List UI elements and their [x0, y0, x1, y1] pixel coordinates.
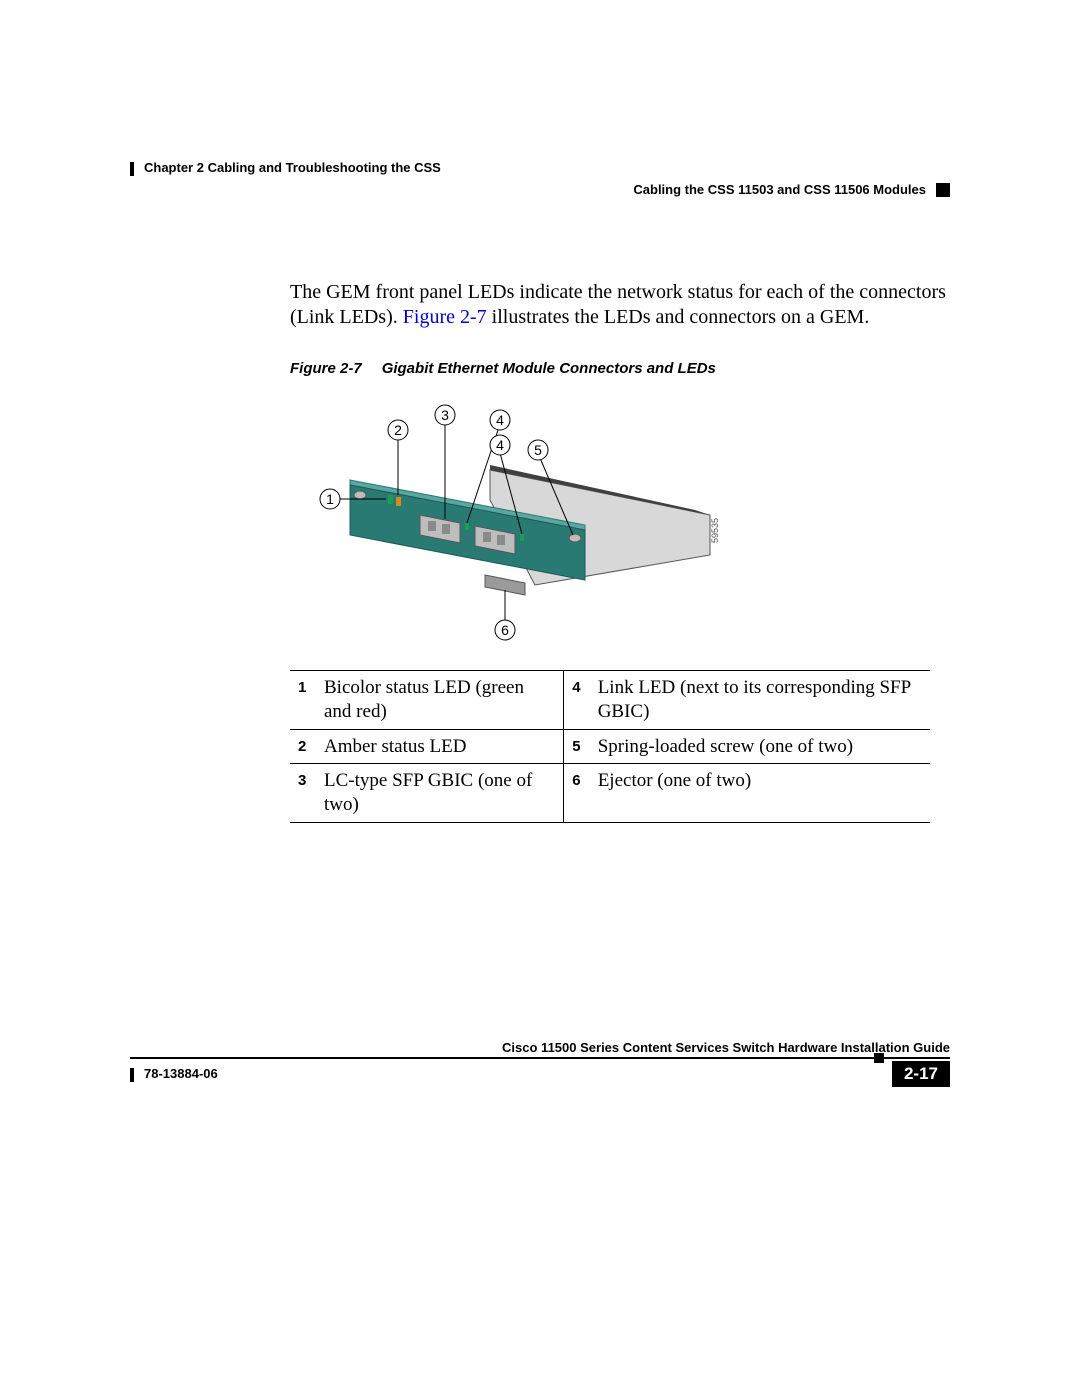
footer-guide-title: Cisco 11500 Series Content Services Swit… — [130, 1040, 950, 1055]
callout-5: 5 — [534, 442, 542, 458]
legend-num: 6 — [564, 764, 590, 823]
figure-number: Figure 2-7 — [290, 360, 362, 377]
legend-text: Ejector (one of two) — [590, 764, 930, 823]
legend-text: Spring-loaded screw (one of two) — [590, 729, 930, 764]
figure-title: Gigabit Ethernet Module Connectors and L… — [382, 360, 716, 377]
footer-bar-icon — [130, 1068, 134, 1082]
chapter-header: Chapter 2 Cabling and Troubleshooting th… — [130, 160, 950, 176]
page-content: Chapter 2 Cabling and Troubleshooting th… — [130, 160, 950, 823]
led-bicolor — [388, 495, 393, 504]
callout-1: 1 — [326, 491, 334, 507]
legend-num: 2 — [290, 729, 316, 764]
table-row: 2 Amber status LED 5 Spring-loaded screw… — [290, 729, 930, 764]
figure-diagram: 1 2 3 4 4 — [310, 395, 950, 660]
legend-text: Amber status LED — [316, 729, 564, 764]
callout-4b: 4 — [496, 437, 504, 453]
legend-num: 4 — [564, 671, 590, 730]
link-led-2 — [520, 534, 524, 541]
legend-text: Link LED (next to its corresponding SFP … — [590, 671, 930, 730]
callout-4a: 4 — [496, 412, 504, 428]
footer-docnum: 78-13884-06 — [130, 1066, 218, 1082]
body-content: The GEM front panel LEDs indicate the ne… — [290, 280, 950, 823]
header-bar-icon — [130, 162, 134, 176]
running-header: Chapter 2 Cabling and Troubleshooting th… — [130, 160, 950, 200]
footer-rule — [130, 1057, 950, 1059]
figure-caption: Figure 2-7 Gigabit Ethernet Module Connec… — [290, 360, 950, 377]
callout-6: 6 — [501, 622, 509, 638]
link-led-1 — [465, 523, 469, 530]
legend-num: 5 — [564, 729, 590, 764]
para-post: illustrates the LEDs and connectors on a… — [487, 306, 870, 328]
led-amber — [396, 497, 401, 506]
footer-bottom: 78-13884-06 2-17 — [130, 1061, 950, 1087]
chapter-text: Chapter 2 Cabling and Troubleshooting th… — [144, 160, 441, 175]
section-text: Cabling the CSS 11503 and CSS 11506 Modu… — [633, 182, 926, 197]
figure-ref-id: 59535 — [710, 518, 720, 543]
page-number: 2-17 — [892, 1061, 950, 1087]
legend-table: 1 Bicolor status LED (green and red) 4 L… — [290, 670, 930, 823]
legend-text: Bicolor status LED (green and red) — [316, 671, 564, 730]
section-marker-icon — [936, 183, 950, 197]
screw-right — [569, 534, 581, 542]
page-footer: Cisco 11500 Series Content Services Swit… — [130, 1040, 950, 1087]
figure-xref-link[interactable]: Figure 2-7 — [403, 306, 487, 328]
body-paragraph: The GEM front panel LEDs indicate the ne… — [290, 280, 950, 330]
callout-2: 2 — [394, 422, 402, 438]
section-header: Cabling the CSS 11503 and CSS 11506 Modu… — [130, 182, 950, 198]
callout-3: 3 — [441, 407, 449, 423]
screw-left — [354, 491, 366, 499]
gem-module-svg: 1 2 3 4 4 — [310, 395, 750, 655]
table-row: 3 LC-type SFP GBIC (one of two) 6 Ejecto… — [290, 764, 930, 823]
legend-num: 3 — [290, 764, 316, 823]
table-row: 1 Bicolor status LED (green and red) 4 L… — [290, 671, 930, 730]
legend-text: LC-type SFP GBIC (one of two) — [316, 764, 564, 823]
legend-num: 1 — [290, 671, 316, 730]
